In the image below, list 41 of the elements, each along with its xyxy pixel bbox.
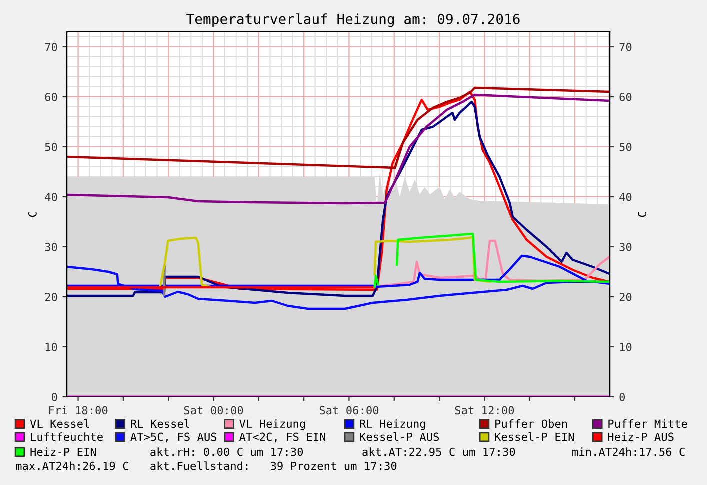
legend-label: VL Kessel [30, 419, 90, 428]
legend-label: VL Heizung [240, 419, 306, 430]
y2-axis-title: C [638, 212, 647, 218]
x-tick-label: Sat 12:00 [455, 406, 514, 415]
y2-tick-label: 60 [620, 93, 632, 102]
y-tick-label: 60 [45, 93, 58, 102]
y2-tick-label: 20 [620, 293, 632, 302]
y-axis-title: C [28, 212, 37, 218]
y-tick-label: 30 [45, 243, 58, 252]
y-tick-label: 50 [45, 143, 58, 152]
legend-label: RL Kessel [131, 419, 190, 428]
chart-title: Temperaturverlauf Heizung am: 09.07.2016 [186, 14, 520, 28]
y2-tick-label: 30 [620, 243, 632, 252]
text: akt.rH: 0.00 C um 17:30 [150, 448, 304, 456]
y2-tick-label: 70 [620, 43, 632, 52]
legend-label: Heiz-P EIN [30, 448, 96, 456]
x-tick-label: Fri 18:00 [49, 406, 108, 415]
legend-label: Puffer Oben [496, 420, 568, 428]
y2-tick-label: 10 [620, 343, 632, 352]
text: min.AT24h:17.56 C [572, 448, 685, 456]
legend-label: AT<2C, FS EIN [239, 432, 326, 443]
x-tick-label: Sat 00:00 [184, 406, 244, 415]
legend-label: Luftfeuchte [31, 432, 103, 442]
y-tick-label: 0 [52, 393, 58, 402]
y2-tick-label: 40 [620, 193, 632, 202]
y2-tick-label: 50 [620, 143, 632, 152]
y-tick-label: 70 [45, 43, 58, 52]
text: akt.Fuellstand: 39 Prozent um 17:30 [150, 462, 397, 470]
text: max.AT24h:26.19 C [16, 462, 128, 470]
y-tick-label: 20 [45, 293, 58, 302]
y-tick-label: 10 [46, 343, 58, 352]
legend-label: Puffer Mitte [608, 420, 688, 428]
legend-label: AT>5C, FS AUS [130, 432, 217, 443]
legend-label: Heiz-P AUS [608, 432, 674, 442]
legend-label: RL Heizung [360, 419, 426, 430]
y-tick-label: 40 [45, 193, 58, 202]
legend-label: Kessel-P AUS [360, 432, 439, 442]
y2-tick-label: 0 [620, 393, 625, 402]
legend-label: Kessel-P EIN [495, 432, 574, 442]
text: akt.AT:22.95 C um 17:30 [362, 448, 516, 456]
x-tick-label: Sat 06:00 [320, 406, 379, 415]
